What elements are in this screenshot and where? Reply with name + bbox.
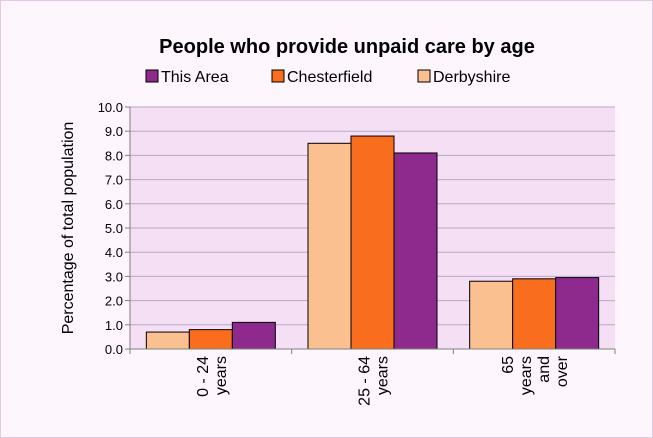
axes xyxy=(125,106,616,354)
y-axis-label: Percentage of total population xyxy=(60,122,77,335)
legend-swatch xyxy=(145,69,159,83)
x-category-label: 65 years and over xyxy=(500,355,571,395)
bar-this-area-1 xyxy=(393,152,438,350)
bar-chesterfield-1 xyxy=(350,135,395,350)
legend-label: Derbyshire xyxy=(433,69,510,86)
y-tick-label: 1.0 xyxy=(105,318,123,333)
y-tick-label: 8.0 xyxy=(105,148,123,163)
bar-this-area-2 xyxy=(555,277,600,350)
legend-item-this-area: This Area xyxy=(145,69,229,86)
x-category-labels: 0 - 24 years 25 - 64 years 65 years and over xyxy=(195,355,571,405)
legend-swatch xyxy=(417,69,431,83)
x-category-label: 25 - 64 years xyxy=(357,356,392,406)
bar-chesterfield-0 xyxy=(188,329,233,350)
x-category-label-line: 25 - 64 xyxy=(357,356,374,406)
y-tick-label: 0.0 xyxy=(105,342,123,357)
x-category-label-line: and xyxy=(536,356,553,383)
y-tick-labels: 0.0 1.0 2.0 3.0 4.0 5.0 6.0 7.0 8.0 9.0 10.0 xyxy=(98,100,123,357)
x-category-label-line: over xyxy=(554,355,571,387)
bar-this-area-0 xyxy=(231,321,276,350)
x-category-label-line: years xyxy=(375,356,392,395)
legend: This Area Chesterfield Derbyshire xyxy=(145,69,510,86)
legend-item-chesterfield: Chesterfield xyxy=(271,69,372,86)
bar-chesterfield-2 xyxy=(512,278,557,350)
x-category-label-line: years xyxy=(213,356,230,395)
bar-derbyshire-1 xyxy=(307,142,352,350)
x-category-label-line: years xyxy=(518,356,535,395)
y-tick-label: 5.0 xyxy=(105,221,123,236)
bars xyxy=(145,135,600,350)
y-tick-label: 2.0 xyxy=(105,294,123,309)
y-tick-label: 3.0 xyxy=(105,269,123,284)
y-tick-label: 10.0 xyxy=(98,100,123,115)
legend-label: Chesterfield xyxy=(287,69,372,86)
bar-derbyshire-0 xyxy=(145,331,190,350)
y-tick-label: 7.0 xyxy=(105,173,123,188)
y-tick-label: 4.0 xyxy=(105,245,123,260)
x-category-label-line: 0 - 24 xyxy=(195,356,212,397)
legend-swatch xyxy=(271,69,285,83)
bar-derbyshire-2 xyxy=(469,280,514,350)
legend-item-derbyshire: Derbyshire xyxy=(417,69,510,86)
x-category-label: 0 - 24 years xyxy=(195,356,230,397)
chart-title: People who provide unpaid care by age xyxy=(159,36,535,58)
legend-label: This Area xyxy=(161,69,229,86)
y-tick-label: 9.0 xyxy=(105,124,123,139)
y-tick-label: 6.0 xyxy=(105,197,123,212)
x-category-label-line: 65 xyxy=(500,356,517,374)
